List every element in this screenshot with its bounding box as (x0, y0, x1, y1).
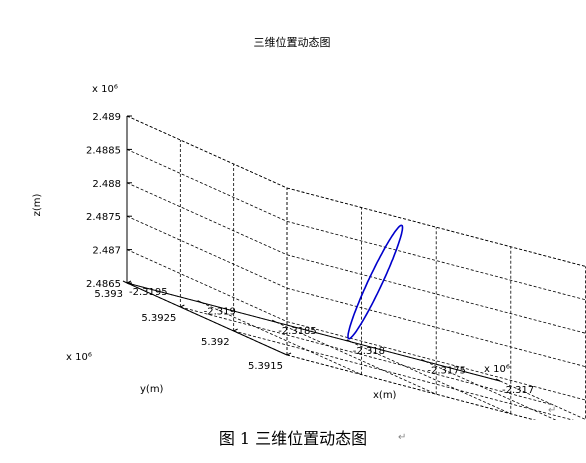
y-tick (233, 328, 238, 332)
x-tick (346, 339, 352, 343)
x-tick-label: -2.3175 (427, 365, 466, 376)
grid-line (286, 321, 586, 401)
x-scale-label: x 10⁶ (484, 364, 510, 375)
z-tick-label: 2.489 (92, 112, 121, 123)
x-tick (495, 378, 501, 382)
y-tick-label: 5.3925 (141, 313, 176, 324)
chart-3d: 2.48652.4872.48752.4882.48852.489-2.3195… (32, 35, 586, 420)
z-axis-label: z(m) (32, 194, 43, 217)
x-tick-label: -2.3185 (278, 326, 317, 337)
grid-line (126, 149, 288, 222)
x-tick (271, 319, 277, 323)
z-tick-label: 2.4875 (86, 212, 121, 223)
y-tick (286, 352, 292, 356)
z-tick-label: 2.4885 (86, 145, 121, 156)
z-scale-label: x 10⁶ (92, 84, 118, 95)
x-tick (122, 280, 128, 284)
z-tick-label: 2.488 (92, 179, 121, 190)
grid-line (126, 249, 288, 322)
x-tick-label: -2.319 (204, 307, 236, 318)
series-layer (347, 224, 404, 340)
y-tick (126, 280, 132, 284)
y-tick-label: 5.392 (201, 337, 230, 348)
x-axis-label: x(m) (373, 390, 397, 401)
grid-line (276, 321, 437, 395)
x-tick (197, 300, 202, 304)
grid-line (350, 341, 511, 415)
grid-line (286, 354, 536, 420)
chart-title: 三维位置动态图 (254, 35, 331, 49)
grid-layer (126, 115, 586, 420)
y-tick-label: 5.393 (94, 289, 123, 300)
x-tick-label: -2.318 (353, 346, 385, 357)
axis-box (122, 115, 501, 382)
grid-line (286, 187, 586, 267)
label-layer: 2.48652.4872.48752.4882.48852.489-2.3195… (86, 112, 534, 396)
grid-line (286, 254, 586, 334)
grid-line (126, 115, 288, 189)
grid-line (201, 302, 362, 375)
y-tick (180, 304, 185, 308)
grid-line (233, 330, 574, 420)
grid-line (286, 287, 586, 368)
y-axis-label: y(m) (140, 384, 164, 395)
grid-line (180, 306, 554, 406)
grid-line (286, 221, 586, 301)
grid-line (126, 182, 288, 256)
x-tick (421, 358, 426, 362)
grid-line (499, 380, 586, 420)
x-tick-label: -2.317 (502, 385, 534, 396)
figure-caption: 图 1 三维位置动态图 (218, 429, 368, 448)
x-axis-line (126, 282, 501, 382)
series-line (347, 224, 404, 340)
x-tick-label: -2.3195 (129, 287, 168, 298)
paragraph-mark: ↵ (398, 432, 407, 443)
grid-line (425, 361, 557, 420)
y-scale-label: x 10⁶ (66, 352, 92, 363)
grid-line (126, 215, 288, 289)
z-tick-label: 2.487 (92, 246, 121, 257)
z-tick-label: 2.4865 (86, 279, 121, 290)
paragraph-mark: ↵ (548, 405, 557, 416)
y-tick-label: 5.3915 (248, 361, 283, 372)
y-axis-line (126, 282, 288, 356)
